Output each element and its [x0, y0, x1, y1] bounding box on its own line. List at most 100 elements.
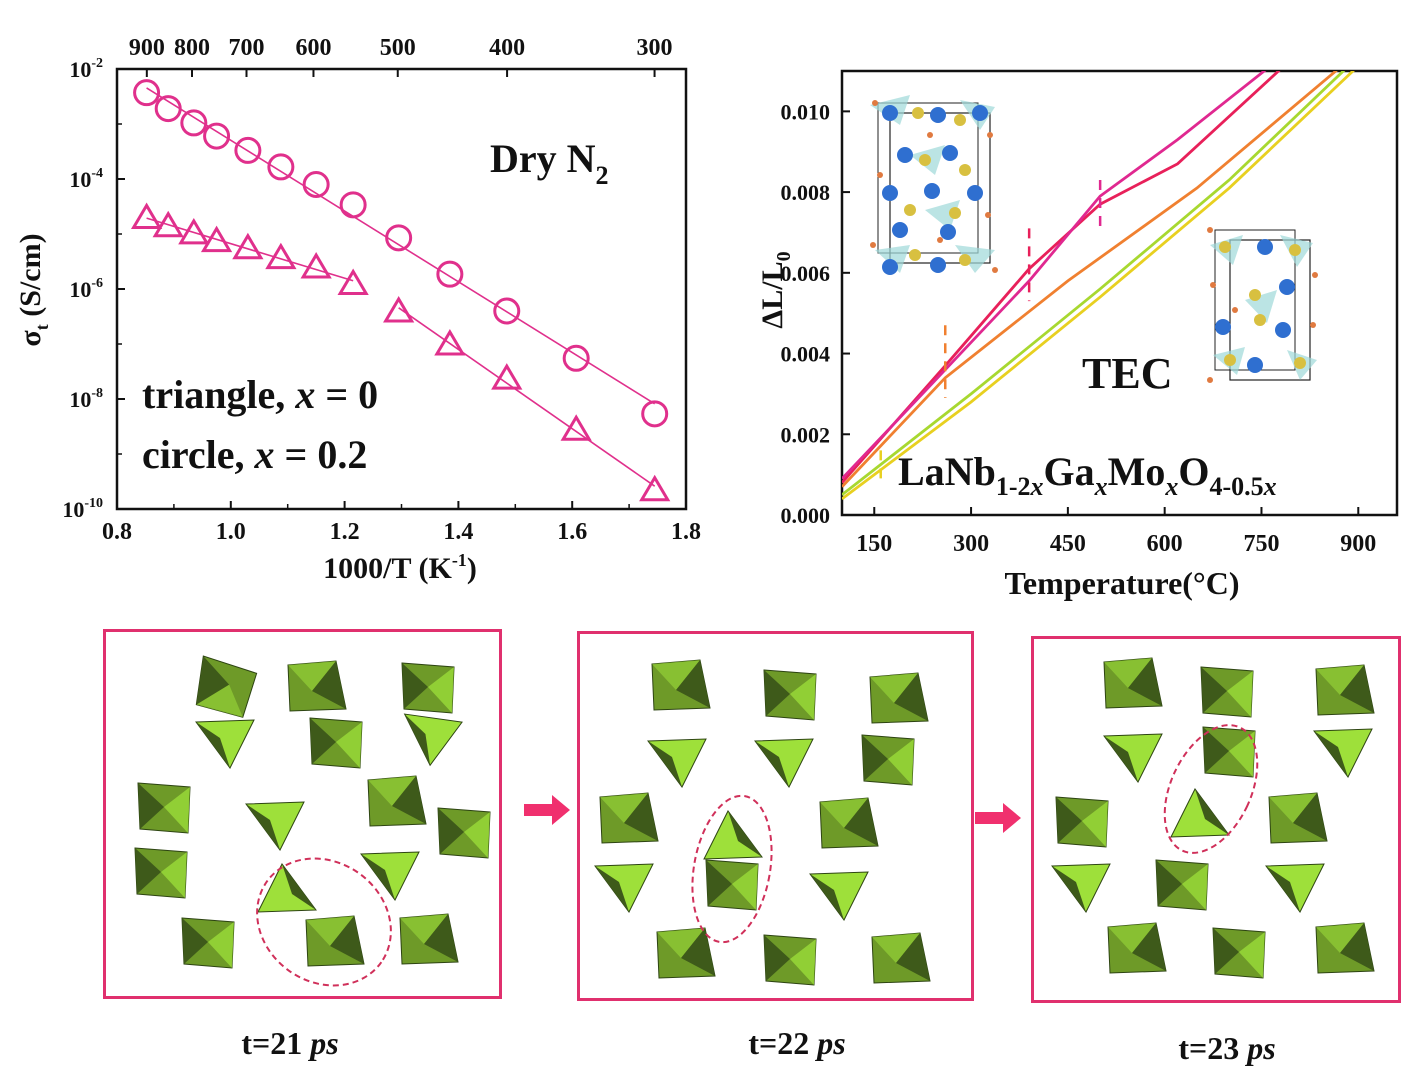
- x-tick-label: 1.0: [216, 519, 246, 545]
- tetrahedron: [861, 734, 915, 786]
- x-tick-label: 900: [1340, 531, 1376, 557]
- y-axis-label: ΔL/L0: [756, 251, 795, 328]
- tetrahedron: [403, 713, 463, 767]
- tetrahedron: [137, 782, 191, 834]
- y-tick-label: 10-6: [69, 276, 103, 302]
- tetrahedron: [1051, 863, 1111, 913]
- x-tick-label: 750: [1243, 531, 1279, 557]
- tetrahedron: [257, 863, 317, 913]
- tetrahedron: [367, 775, 427, 827]
- tetrahedron: [245, 801, 305, 851]
- tec-series-line: [842, 71, 1346, 496]
- top-tick-label: 600: [295, 35, 331, 61]
- data-point-triangle: [200, 225, 233, 253]
- x-tick-label: 150: [856, 531, 892, 557]
- tetrahedron: [656, 927, 716, 979]
- data-point-triangle: [434, 329, 466, 356]
- tetrahedron: [181, 917, 235, 969]
- polyhedra-scene: [1051, 657, 1375, 979]
- tec-series-line: [842, 71, 1281, 484]
- tetrahedron: [651, 659, 711, 711]
- tetrahedron: [1315, 664, 1375, 716]
- data-point-circle: [493, 297, 521, 325]
- y-tick-label: 0.008: [781, 180, 831, 205]
- top-tick-label: 900: [129, 35, 165, 61]
- tetrahedron: [437, 807, 491, 859]
- snapshot-caption-3: t=23 ps: [1178, 1030, 1276, 1066]
- highlight-ellipse: [256, 857, 392, 987]
- data-point-triangle: [130, 202, 163, 229]
- data-point-circle: [133, 79, 161, 107]
- data-point-triangle: [152, 210, 184, 238]
- polyhedra-scene: [594, 659, 931, 986]
- tetrahedron: [1170, 788, 1230, 838]
- tetrahedron: [703, 810, 763, 860]
- y-tick-label: 10-10: [62, 496, 103, 522]
- data-point-circle: [267, 153, 295, 181]
- tetrahedron: [1055, 796, 1109, 848]
- conductivity-chart: 0.8 1.0 1.2 1.4 1.6 1.8 10-10 10-8 10-6 10-4 10-2…: [14, 35, 701, 585]
- y-tick-label: 0.006: [781, 261, 831, 286]
- crystal-structure-icon: [870, 95, 998, 275]
- right-arrow-icon: [524, 795, 570, 825]
- tetrahedron: [195, 655, 258, 718]
- data-point-triangle: [232, 232, 264, 260]
- tetrahedron: [705, 859, 759, 911]
- tetrahedron: [599, 792, 659, 844]
- tetrahedron: [1212, 927, 1266, 979]
- tetrahedron: [1313, 728, 1373, 778]
- y-tick-label: 0.004: [781, 342, 831, 367]
- highlight-ellipse: [1163, 724, 1259, 854]
- y-tick-label: 0.002: [781, 422, 831, 447]
- data-point-circle: [302, 171, 330, 198]
- tetrahedron: [1265, 863, 1325, 913]
- data-point-triangle: [491, 363, 523, 390]
- top-tick-label: 700: [228, 35, 264, 61]
- legend-circle: circle, x = 0.2: [142, 432, 367, 477]
- data-point-circle: [339, 191, 367, 219]
- y-tick-label: 10-8: [69, 386, 103, 412]
- fit-line: [398, 307, 656, 487]
- tetrahedron: [869, 672, 929, 724]
- x-tick-label: 450: [1050, 531, 1086, 557]
- atmosphere-label: Dry N2: [490, 136, 609, 190]
- tetrahedron: [1202, 726, 1256, 778]
- x-tick-label: 600: [1147, 531, 1183, 557]
- tetrahedron: [1107, 922, 1167, 974]
- right-arrow-icon: [975, 803, 1021, 833]
- top-tick-label: 500: [380, 35, 416, 61]
- tetrahedron: [594, 863, 654, 913]
- tetrahedron: [1268, 792, 1328, 844]
- data-point-circle: [203, 122, 231, 150]
- x-axis-label: 1000/T (K-1): [323, 550, 477, 585]
- polyhedra-scene: [134, 655, 491, 987]
- tetrahedron: [809, 871, 869, 921]
- y-axis-label: σt (S/cm): [14, 233, 52, 346]
- data-point-circle: [234, 136, 262, 164]
- formula-label: LaNb1-2xGaxMoxO4-0.5x: [898, 449, 1277, 501]
- y-tick-label: 10-4: [69, 166, 103, 192]
- data-point-circle: [385, 224, 413, 252]
- data-point-circle: [436, 260, 464, 288]
- tetrahedron: [647, 738, 707, 788]
- highlight-ellipse: [691, 794, 773, 944]
- tetrahedron: [360, 851, 420, 901]
- tetrahedron: [1155, 859, 1209, 911]
- snapshot-frame-1: [103, 629, 502, 999]
- thermal-expansion-chart: 150 300 450 600 750 900 0.000 0.002 0.004 0.006 0…: [756, 69, 1399, 601]
- data-point-triangle: [178, 217, 210, 245]
- data-point-triangle: [639, 474, 671, 502]
- y-tick-label: 10-2: [69, 56, 103, 82]
- x-axis-label: Temperature(°C): [1005, 565, 1240, 601]
- data-point-circle: [180, 109, 208, 137]
- tetrahedron: [763, 669, 817, 721]
- tetrahedron: [871, 932, 931, 984]
- tec-series-line: [842, 71, 1338, 488]
- x-tick-label: 1.6: [557, 519, 587, 545]
- tec-series-line: [842, 71, 1356, 500]
- x-tick-label: 0.8: [102, 519, 132, 545]
- data-point-circle: [154, 95, 182, 123]
- tetrahedron: [309, 717, 363, 769]
- snapshot-caption-2: t=22 ps: [748, 1025, 846, 1061]
- snapshot-caption-1: t=21 ps: [241, 1025, 339, 1061]
